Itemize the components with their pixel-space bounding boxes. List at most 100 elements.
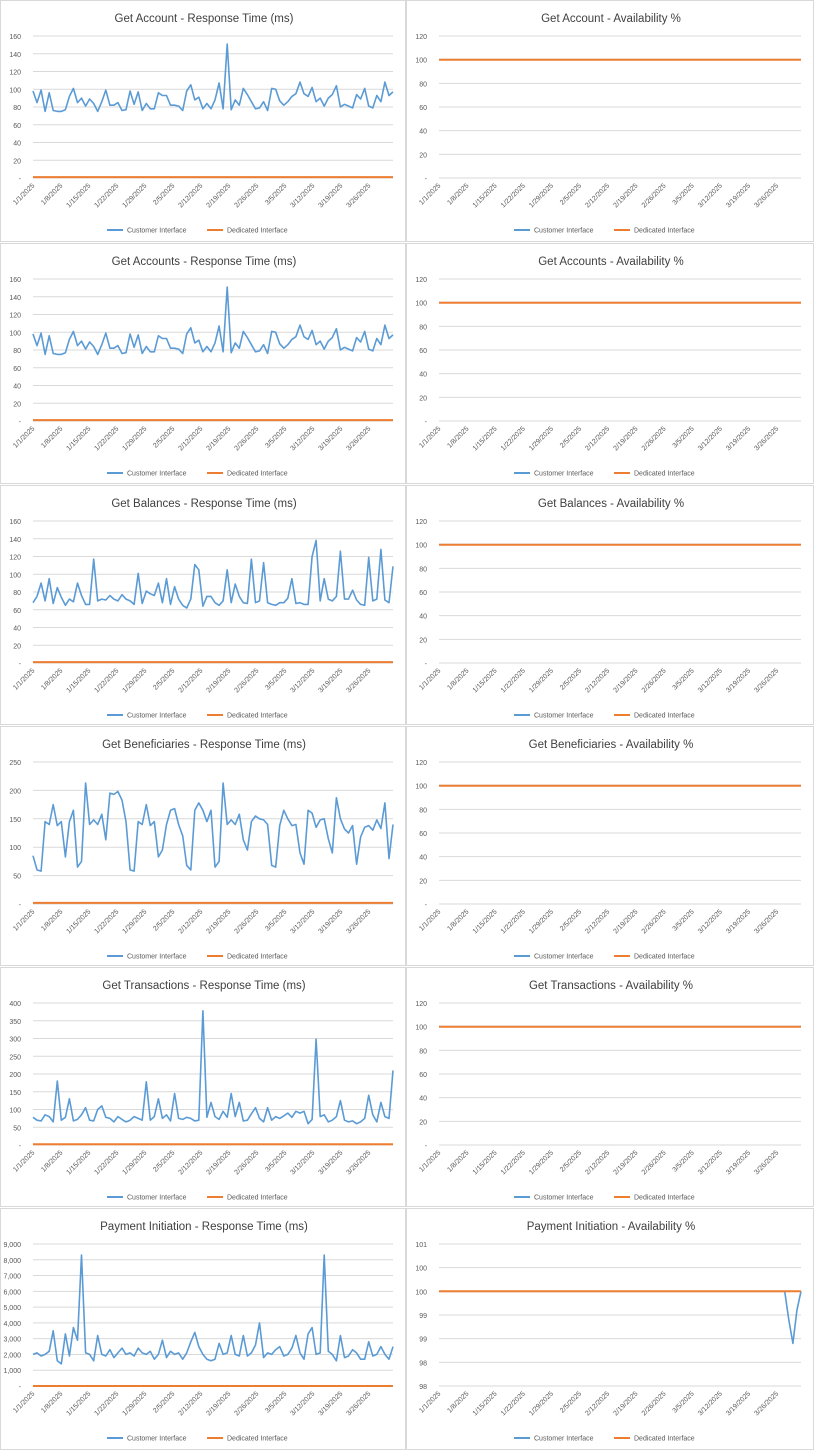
y-tick-label: 200 (9, 1072, 21, 1079)
y-tick-label: 80 (419, 1048, 427, 1055)
x-tick-label: 1/22/2025 (500, 182, 527, 209)
x-tick-label: 3/12/2025 (289, 667, 316, 694)
series-line-customer (32, 1009, 394, 1125)
x-tick-label: 3/19/2025 (725, 908, 752, 935)
y-tick-label: 100 (415, 1025, 427, 1032)
x-tick-label: 2/19/2025 (613, 1149, 640, 1176)
x-tick-label: 1/8/2025 (446, 182, 470, 206)
chart-title: Get Account - Availability % (541, 13, 681, 25)
x-tick-label: 2/5/2025 (559, 908, 583, 932)
y-tick-label: - (19, 1384, 22, 1391)
x-tick-label: 1/22/2025 (93, 908, 120, 935)
x-tick-label: 3/12/2025 (289, 1390, 316, 1417)
x-tick-label: 3/19/2025 (317, 1390, 344, 1417)
y-tick-label: 20 (13, 158, 21, 165)
x-tick-label: 2/26/2025 (641, 667, 668, 694)
y-tick-label: 60 (419, 590, 427, 597)
x-tick-label: 2/26/2025 (641, 182, 668, 209)
x-tick-label: 3/19/2025 (725, 1149, 752, 1176)
y-tick-label: 40 (419, 1096, 427, 1103)
x-tick-label: 3/5/2025 (672, 425, 696, 449)
x-tick-label: 1/8/2025 (40, 908, 64, 932)
y-tick-label: 250 (9, 760, 21, 767)
y-tick-label: 120 (415, 519, 427, 526)
x-tick-label: 3/26/2025 (753, 425, 780, 452)
x-tick-label: 1/8/2025 (40, 425, 64, 449)
chart-svg: Get Beneficiaries - Response Time (ms) - 5… (9, 739, 394, 961)
x-tick-label: 1/1/2025 (418, 1390, 442, 1414)
y-tick-label: 250 (9, 1054, 21, 1061)
y-tick-label: 5,000 (3, 1305, 21, 1312)
x-tick-label: 3/26/2025 (345, 1390, 372, 1417)
x-tick-label: 1/22/2025 (500, 1149, 527, 1176)
x-tick-label: 1/8/2025 (446, 425, 470, 449)
chart-title: Get Account - Response Time (ms) (115, 13, 294, 25)
x-tick-label: 2/5/2025 (152, 1149, 176, 1173)
x-tick-label: 3/26/2025 (345, 1149, 372, 1176)
x-tick-label: 2/5/2025 (559, 1390, 583, 1414)
y-tick-label: 120 (9, 313, 21, 320)
chart-title: Get Accounts - Availability % (538, 256, 684, 268)
legend-label: Dedicated Interface (227, 228, 288, 235)
x-tick-label: 2/12/2025 (584, 1390, 611, 1417)
x-tick-label: 2/5/2025 (152, 182, 176, 206)
y-tick-label: 120 (415, 277, 427, 284)
x-tick-label: 1/29/2025 (121, 667, 148, 694)
y-tick-label: 40 (419, 129, 427, 136)
x-tick-label: 1/29/2025 (528, 425, 555, 452)
y-tick-label: 40 (13, 626, 21, 633)
y-tick-label: 120 (9, 70, 21, 77)
legend-label: Customer Interface (534, 713, 594, 720)
y-tick-label: 100 (415, 784, 427, 791)
legend-label: Dedicated Interface (634, 1195, 695, 1202)
x-tick-label: 1/15/2025 (472, 1149, 499, 1176)
chart-svg: Get Balances - Response Time (ms) - 20 40 60… (9, 498, 394, 720)
y-tick-label: 101 (415, 1242, 427, 1249)
x-tick-label: 1/22/2025 (93, 1149, 120, 1176)
x-tick-label: 3/5/2025 (264, 1390, 288, 1414)
legend-label: Dedicated Interface (634, 228, 695, 235)
chart-svg: Get Account - Response Time (ms) - 20 40 60 8… (9, 13, 394, 235)
x-tick-label: 1/22/2025 (500, 425, 527, 452)
x-tick-label: 1/22/2025 (500, 908, 527, 935)
x-tick-label: 1/29/2025 (528, 667, 555, 694)
x-tick-label: 1/1/2025 (12, 182, 36, 206)
x-tick-label: 2/19/2025 (205, 1390, 232, 1417)
y-tick-label: 99 (419, 1313, 427, 1320)
x-tick-label: 2/19/2025 (205, 182, 232, 209)
chart-panel: Payment Initiation - Response Time (ms) -… (0, 1208, 406, 1450)
y-tick-label: - (19, 1143, 22, 1150)
x-tick-label: 1/1/2025 (12, 908, 36, 932)
y-tick-label: - (425, 902, 428, 909)
x-tick-label: 2/12/2025 (584, 425, 611, 452)
chart-svg: Get Balances - Availability % - 20 40 60 80 10… (415, 498, 801, 720)
y-tick-label: 60 (13, 608, 21, 615)
y-tick-label: - (19, 661, 22, 668)
chart-svg: Get Accounts - Response Time (ms) - 20 40 60… (9, 256, 394, 478)
x-tick-label: 3/19/2025 (725, 182, 752, 209)
x-tick-label: 1/15/2025 (472, 1390, 499, 1417)
chart-panel: Get Transactions - Response Time (ms) - 50… (0, 967, 406, 1207)
y-tick-label: 100 (415, 301, 427, 308)
y-tick-label: 20 (13, 401, 21, 408)
y-tick-label: 100 (415, 1266, 427, 1273)
x-tick-label: 2/5/2025 (559, 1149, 583, 1173)
x-tick-label: 1/1/2025 (418, 182, 442, 206)
chart-svg: Payment Initiation - Availability % 98 98 9… (415, 1221, 802, 1443)
x-tick-label: 1/15/2025 (65, 667, 92, 694)
chart-title: Get Transactions - Availability % (529, 980, 693, 992)
x-tick-label: 2/12/2025 (177, 1149, 204, 1176)
x-tick-label: 1/15/2025 (472, 425, 499, 452)
y-tick-label: 7,000 (3, 1274, 21, 1281)
y-tick-label: - (425, 419, 428, 426)
chart-svg: Get Transactions - Response Time (ms) - 50… (9, 980, 394, 1202)
series-line-customer (32, 1254, 394, 1365)
x-tick-label: 3/12/2025 (289, 908, 316, 935)
y-tick-label: 60 (13, 123, 21, 130)
y-tick-label: 150 (9, 1090, 21, 1097)
x-tick-label: 2/12/2025 (177, 908, 204, 935)
y-tick-label: 80 (13, 590, 21, 597)
chart-svg: Get Transactions - Availability % - 20 40 60… (415, 980, 801, 1202)
x-tick-label: 3/26/2025 (753, 1390, 780, 1417)
legend-label: Customer Interface (127, 713, 187, 720)
